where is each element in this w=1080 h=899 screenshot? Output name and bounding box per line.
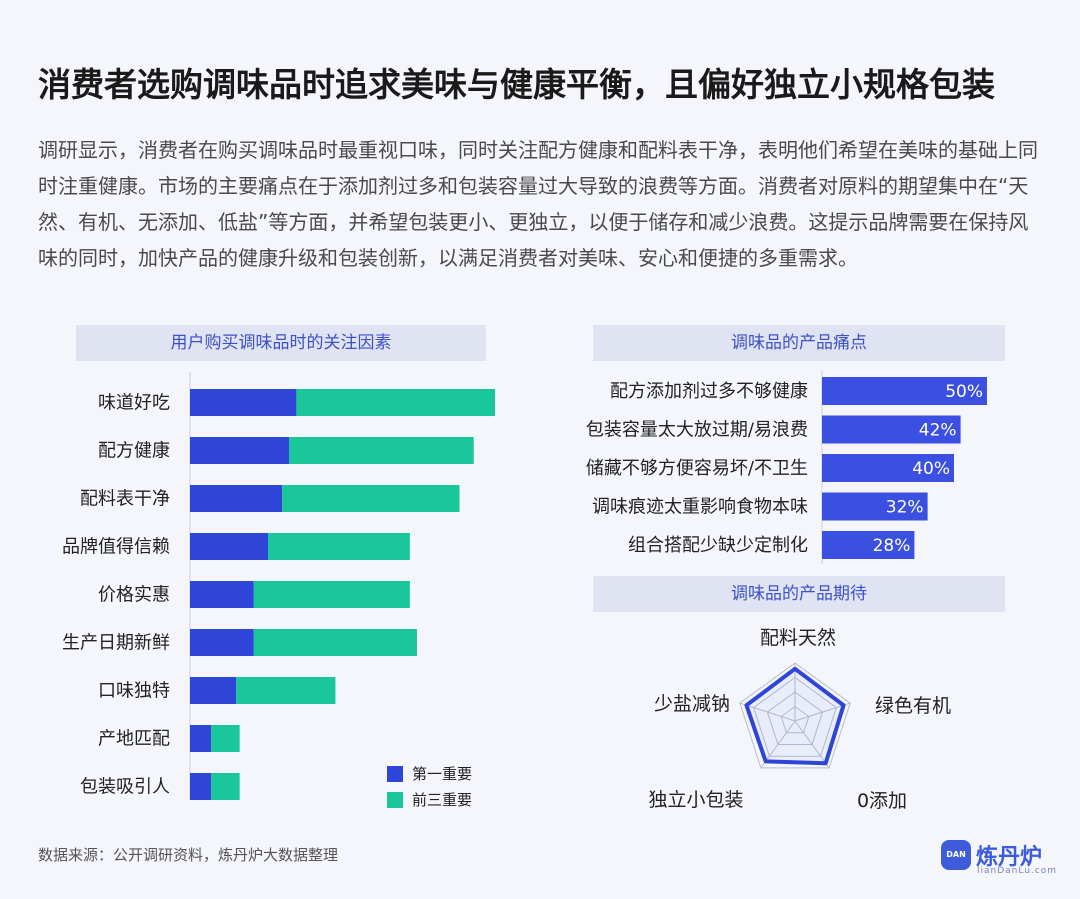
factors-chart: 味道好吃配方健康配料表干净品牌值得信赖价格实惠生产日期新鲜口味独特产地匹配包装吸…: [62, 372, 495, 809]
factors-category-label: 口味独特: [98, 681, 170, 702]
radar-spoke: [794, 702, 851, 722]
page-title: 消费者选购调味品时追求美味与健康平衡，且偏好独立小规格包装: [38, 65, 995, 104]
factors-bar-first: [190, 629, 254, 656]
factors-bar-top3: [253, 629, 417, 656]
factors-category-label: 配料表干净: [80, 489, 170, 510]
pain-value-label: 40%: [912, 459, 950, 479]
radar-spoke: [739, 702, 796, 722]
factors-bar-top3: [236, 677, 336, 704]
brand-logo-badge-text: DAN: [946, 850, 966, 859]
radar-grid-ring: [780, 705, 810, 734]
radar-grid-ring: [753, 676, 837, 757]
radar-grid-ring: [766, 691, 824, 745]
radar-axis-label: 绿色有机: [875, 695, 951, 717]
factors-category-label: 产地匹配: [98, 729, 170, 750]
factors-bar-first: [190, 773, 212, 800]
intro-paragraph: 调研显示，消费者在购买调味品时最重视口味，同时关注配方健康和配料表干净，表明他们…: [38, 138, 1038, 270]
pain-bar: [822, 492, 928, 521]
pain-bar: [822, 415, 961, 444]
legend-label: 前三重要: [412, 791, 472, 809]
radar-axis-label: 独立小包装: [648, 789, 743, 811]
factors-category-label: 品牌值得信赖: [62, 537, 170, 558]
factors-bar-first: [190, 437, 290, 464]
factors-bar-first: [190, 389, 297, 416]
factors-bar-first: [190, 533, 269, 560]
pain-value-label: 50%: [945, 382, 983, 402]
factors-bar-top3: [282, 485, 460, 512]
factors-bar-top3: [253, 581, 410, 608]
pain-bar: [822, 377, 987, 405]
painpoints-chart: 配方添加剂过多不够健康 50% 包装容量太大放过期/易浪费 42% 储藏不够方便容易坏/…: [586, 370, 987, 564]
factors-chart-title: 用户购买调味品时的关注因素: [76, 325, 486, 361]
radar-axis-label: 0添加: [857, 790, 907, 812]
pain-category-label: 调味痕迹太重影响食物本味: [592, 497, 808, 518]
brand-logo-icon: DAN: [941, 840, 971, 870]
radar-axis-label: 配料天然: [760, 627, 836, 649]
factors-bar-first: [190, 677, 237, 704]
pain-category-label: 组合搭配少缺少定制化: [628, 535, 808, 556]
factors-bar-top3: [211, 773, 240, 800]
painpoints-chart-title: 调味品的产品痛点: [593, 325, 1005, 361]
brand-logo-name: 炼丹炉: [976, 845, 1043, 870]
factors-category-label: 包装吸引人: [80, 777, 170, 798]
factors-bar-first: [190, 581, 254, 608]
pain-category-label: 包装容量太大放过期/易浪费: [586, 420, 808, 441]
pain-category-label: 配方添加剂过多不够健康: [610, 381, 808, 402]
pain-bar: [822, 531, 915, 559]
brand-logo-site: lianDanLu.com: [977, 866, 1058, 876]
factors-bar-top3: [296, 389, 495, 416]
factors-category-label: 配方健康: [98, 441, 170, 462]
factors-category-label: 生产日期新鲜: [62, 633, 170, 654]
radar-grid-ring: [739, 662, 851, 769]
factors-category-label: 味道好吃: [98, 393, 170, 414]
pain-category-label: 储藏不够方便容易坏/不卫生: [586, 458, 808, 479]
legend-swatch: [387, 792, 403, 808]
legend-swatch: [387, 766, 403, 782]
factors-bar-first: [190, 725, 212, 752]
radar-series: [744, 666, 846, 766]
factors-bar-top3: [289, 437, 474, 464]
factors-bar-first: [190, 485, 283, 512]
factors-bar-top3: [268, 533, 410, 560]
pain-value-label: 42%: [919, 421, 957, 441]
data-source-note: 数据来源：公开调研资料，炼丹炉大数据整理: [38, 846, 339, 864]
expectation-chart-title: 调味品的产品期待: [593, 576, 1005, 612]
radar-spoke: [794, 720, 830, 769]
pain-value-label: 28%: [873, 536, 911, 556]
pain-bar: [822, 454, 954, 482]
factors-category-label: 价格实惠: [98, 585, 170, 606]
pain-value-label: 32%: [886, 498, 924, 518]
factors-bar-top3: [211, 725, 240, 752]
legend-label: 第一重要: [412, 765, 472, 783]
radar-axis-label: 少盐减钠: [654, 693, 730, 715]
